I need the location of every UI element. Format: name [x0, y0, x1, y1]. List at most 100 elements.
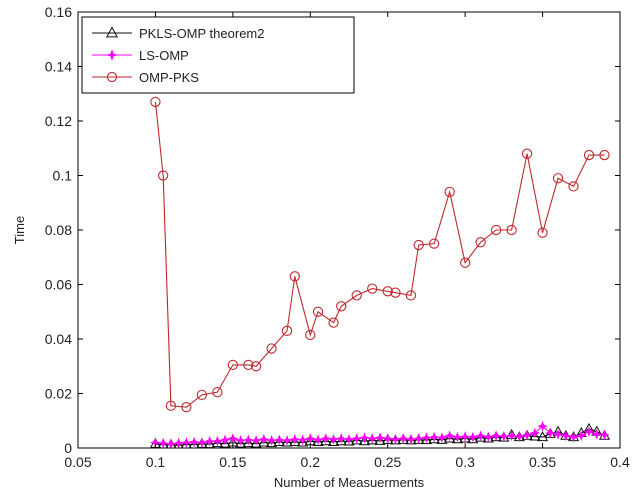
data-point: [243, 359, 254, 371]
data-point: [366, 434, 378, 445]
data-point: [552, 173, 564, 184]
y-tick-label: 0.02: [45, 386, 72, 402]
data-point: [227, 433, 239, 444]
data-point: [289, 433, 301, 445]
x-tick-label: 0.05: [64, 454, 91, 470]
data-point: [305, 329, 316, 341]
data-point: [320, 433, 332, 444]
data-point: [413, 239, 424, 251]
data-point: [281, 325, 293, 336]
legend-marker: [105, 26, 119, 38]
data-point: [211, 435, 223, 447]
data-point: [181, 437, 192, 448]
data-point: [537, 227, 548, 238]
data-point: [273, 435, 285, 447]
data-point: [289, 271, 300, 282]
data-point: [436, 432, 448, 444]
data-point: [444, 430, 456, 442]
data-point: [320, 435, 332, 446]
y-tick-label: 0.08: [45, 222, 72, 238]
x-tick-label: 0.35: [529, 454, 556, 470]
data-point: [212, 386, 223, 398]
data-point: [568, 181, 579, 192]
data-point: [328, 317, 339, 328]
data-point: [312, 434, 324, 446]
data-point: [405, 433, 417, 445]
data-point: [234, 437, 247, 448]
data-point: [211, 437, 223, 448]
data-point: [374, 434, 386, 445]
data-point: [196, 437, 208, 448]
data-point: [266, 343, 277, 354]
data-point: [250, 437, 262, 448]
data-point: [296, 436, 309, 447]
data-point: [273, 434, 285, 446]
legend-label: LS-OMP: [139, 48, 189, 63]
data-point: [599, 149, 610, 161]
legend-label: PKLS-OMP theorem2: [139, 26, 264, 41]
data-point: [568, 431, 579, 443]
y-tick-label: 0.16: [45, 4, 72, 20]
data-point: [181, 401, 192, 413]
series-layer: [149, 96, 611, 448]
data-point: [421, 432, 432, 444]
data-point: [536, 431, 549, 442]
x-tick-label: 0.4: [610, 454, 630, 470]
data-point: [498, 431, 510, 442]
data-point: [367, 283, 378, 294]
y-tick-label: 0.04: [45, 331, 72, 347]
data-point: [544, 427, 556, 439]
data-point: [196, 389, 208, 401]
data-point: [289, 435, 301, 447]
x-tick-label: 0.25: [374, 454, 401, 470]
data-point: [258, 433, 270, 445]
data-point: [297, 434, 308, 446]
data-point: [428, 433, 440, 444]
legend-item: OMP-PKS: [92, 70, 199, 85]
data-point: [266, 434, 277, 446]
data-point: [429, 238, 440, 249]
data-point: [459, 257, 471, 268]
ticks-layer: 0.05 0.1 0.15 0.2 0.25 0.3 0.35 0.4 0 0.02 0.04 0.0…: [45, 4, 630, 470]
x-tick-label: 0.3: [455, 454, 475, 470]
data-point: [188, 436, 200, 448]
data-point: [451, 433, 464, 444]
data-point: [235, 434, 246, 446]
y-tick-label: 0.14: [45, 59, 72, 75]
data-point: [150, 96, 161, 108]
data-point: [436, 433, 448, 444]
data-point: [529, 427, 541, 439]
data-point: [490, 224, 502, 236]
series-omp-pks: [150, 96, 610, 413]
y-tick-label: 0: [64, 440, 72, 456]
data-point: [327, 435, 340, 447]
data-point: [312, 435, 324, 447]
data-point: [575, 430, 587, 442]
data-point: [506, 430, 517, 442]
data-point: [258, 436, 270, 447]
data-point: [560, 430, 572, 442]
data-point: [552, 429, 564, 440]
data-point: [304, 433, 316, 444]
data-point: [420, 434, 433, 445]
data-point: [467, 431, 479, 443]
data-point: [165, 438, 177, 448]
y-axis-label: Time: [12, 216, 27, 244]
data-point: [459, 432, 471, 443]
data-point: [343, 433, 355, 445]
data-point: [204, 435, 216, 447]
data-point: [173, 439, 184, 448]
data-point: [459, 431, 471, 442]
data-point: [358, 435, 371, 446]
data-point: [521, 429, 533, 441]
series-line: [154, 101, 605, 408]
data-point: [475, 431, 487, 442]
data-point: [351, 290, 362, 301]
data-point: [335, 435, 347, 446]
data-point: [482, 431, 494, 443]
data-point: [513, 431, 525, 442]
data-point: [413, 433, 425, 444]
data-point: [351, 434, 363, 445]
data-point: [281, 436, 293, 447]
